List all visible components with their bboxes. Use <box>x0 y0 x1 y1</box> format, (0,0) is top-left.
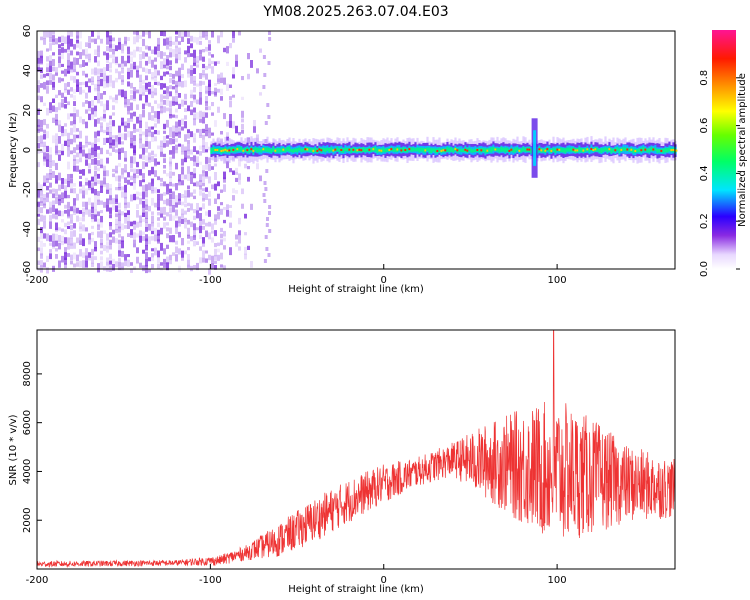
colorbar-tick-label: 0.2 <box>699 213 710 229</box>
y-tick-label: 2000 <box>22 507 33 532</box>
y-tick-label: 60 <box>22 25 33 38</box>
colorbar-label: Normalized spectral amplitude <box>737 73 748 227</box>
spectrogram-panel: -200 -100 0 100 60 40 20 0 -20 -40 -60 Height of … <box>8 25 678 295</box>
signal-band <box>210 118 678 178</box>
y-tick-label: 8000 <box>22 361 33 386</box>
y-tick-label: -40 <box>22 221 33 237</box>
snr-y-ticks: 2000 4000 6000 8000 <box>22 361 42 533</box>
x-tick-label: 0 <box>381 275 387 286</box>
colorbar: 0.0 0.2 0.4 0.6 0.8 Normalized spectral ampl… <box>699 30 748 277</box>
y-tick-label: 0 <box>22 147 33 153</box>
colorbar-tick-label: 0.8 <box>699 70 710 86</box>
x-tick-label: -200 <box>26 275 49 286</box>
noise-region <box>37 31 272 275</box>
y-tick-label: -20 <box>22 181 33 197</box>
snr-x-label: Height of straight line (km) <box>288 584 424 595</box>
snr-frame <box>36 329 676 570</box>
y-tick-label: 40 <box>22 64 33 77</box>
snr-series-line <box>36 329 676 568</box>
spectrogram-x-label: Height of straight line (km) <box>288 284 424 295</box>
y-tick-label: 20 <box>22 104 33 117</box>
snr-x-ticks: -200 -100 0 100 <box>26 564 567 586</box>
chart-title: YM08.2025.263.07.04.E03 <box>262 4 448 20</box>
y-tick-label: 4000 <box>22 459 33 484</box>
colorbar-gradient <box>712 30 736 269</box>
colorbar-tick-label: 0.0 <box>699 261 710 277</box>
snr-panel: -200 -100 0 100 2000 4000 6000 8000 Height of … <box>8 329 676 595</box>
y-tick-label: 6000 <box>22 410 33 435</box>
spectrogram-y-ticks: 60 40 20 0 -20 -40 -60 <box>22 25 42 277</box>
x-tick-label: -200 <box>26 575 49 586</box>
x-tick-label: 100 <box>548 275 567 286</box>
colorbar-tick-label: 0.4 <box>699 165 710 181</box>
spectrogram-x-ticks: -200 -100 0 100 <box>26 264 567 286</box>
x-tick-label: -100 <box>199 275 222 286</box>
colorbar-tick-label: 0.6 <box>699 118 710 134</box>
x-tick-label: -100 <box>199 575 222 586</box>
colorbar-ticks: 0.0 0.2 0.4 0.6 0.8 <box>699 70 740 277</box>
spectrogram-y-label: Frequency (Hz) <box>8 112 19 188</box>
x-tick-label: 100 <box>548 575 567 586</box>
x-tick-label: 0 <box>381 575 387 586</box>
snr-y-label: SNR (10 * v/v) <box>8 414 19 485</box>
y-tick-label: -60 <box>22 261 33 277</box>
